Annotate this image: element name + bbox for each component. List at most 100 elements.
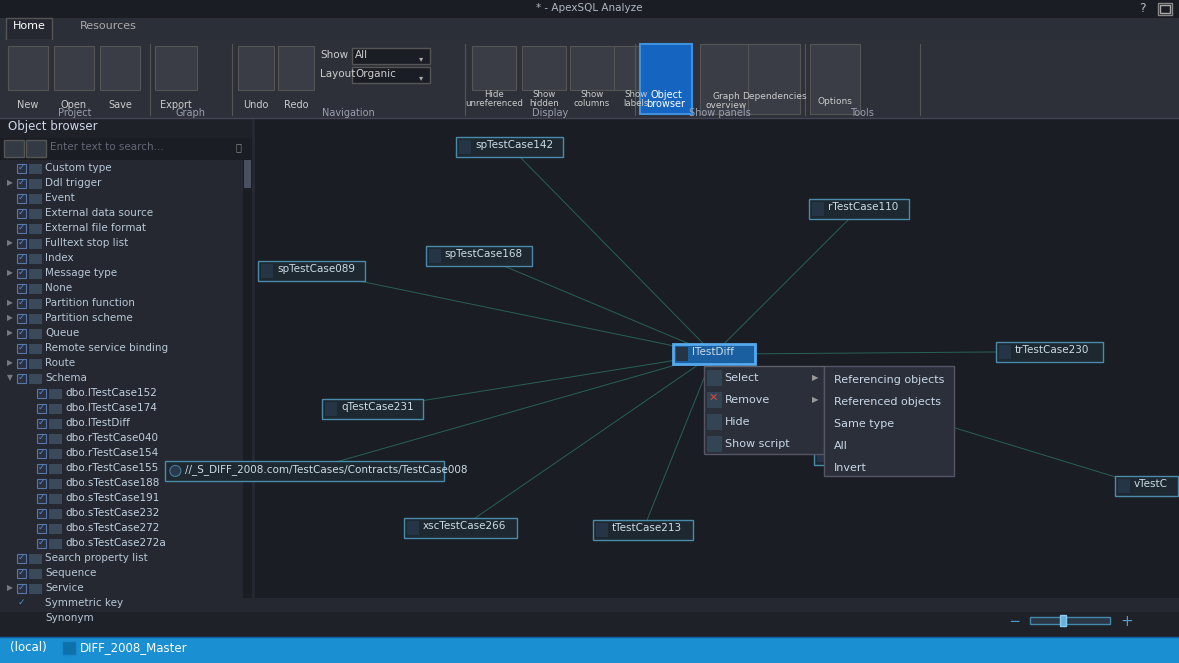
Text: New: New: [18, 100, 39, 110]
Bar: [407, 521, 420, 535]
Bar: [597, 522, 608, 536]
Bar: [29, 164, 42, 174]
Bar: [17, 314, 26, 323]
Text: Object: Object: [650, 90, 681, 100]
Bar: [322, 398, 423, 418]
Bar: [1115, 477, 1178, 497]
Text: ✓: ✓: [18, 313, 26, 322]
Bar: [325, 402, 337, 416]
Text: Referenced objects: Referenced objects: [834, 397, 941, 407]
Text: dbo.rTestCase040: dbo.rTestCase040: [65, 433, 158, 443]
Bar: [252, 623, 1179, 637]
Bar: [29, 179, 42, 189]
Bar: [37, 539, 46, 548]
Text: columns: columns: [574, 99, 610, 108]
Bar: [17, 554, 26, 563]
Bar: [29, 284, 42, 294]
Bar: [29, 584, 42, 594]
Text: ✓: ✓: [18, 598, 26, 607]
Bar: [29, 359, 42, 369]
Text: spTestCase142: spTestCase142: [475, 139, 553, 150]
Text: dbo.sTestCase272a: dbo.sTestCase272a: [65, 538, 166, 548]
Text: dbo.sTestCase188: dbo.sTestCase188: [65, 478, 159, 488]
Bar: [17, 269, 26, 278]
Text: ✓: ✓: [18, 253, 26, 262]
Text: ▶: ▶: [7, 268, 13, 277]
Bar: [6, 18, 52, 40]
Text: Index: Index: [45, 253, 73, 263]
Text: ▾: ▾: [419, 73, 423, 82]
Text: None: None: [45, 283, 72, 293]
Text: ✓: ✓: [18, 283, 26, 292]
Text: Sequence: Sequence: [45, 568, 97, 578]
Bar: [999, 345, 1010, 359]
Bar: [747, 44, 801, 114]
Bar: [1030, 617, 1109, 624]
Bar: [353, 48, 430, 64]
Bar: [17, 299, 26, 308]
Text: Route: Route: [45, 358, 75, 368]
Text: dbo.rTestCase155: dbo.rTestCase155: [65, 463, 158, 473]
Text: vTestC: vTestC: [1134, 479, 1168, 489]
Text: trTestCase230: trTestCase230: [1015, 345, 1089, 355]
Bar: [252, 118, 1179, 637]
Bar: [29, 554, 42, 564]
Text: ▶: ▶: [811, 395, 818, 404]
Bar: [278, 46, 314, 90]
Text: Queue: Queue: [45, 328, 79, 338]
Bar: [17, 344, 26, 353]
Bar: [569, 46, 614, 90]
Text: dbo.ITestDiff: dbo.ITestDiff: [65, 418, 130, 428]
Bar: [17, 194, 26, 203]
Bar: [37, 434, 46, 443]
Text: fTestCase268: fTestCase268: [832, 448, 902, 458]
Text: Show: Show: [320, 50, 348, 60]
Bar: [456, 137, 564, 156]
Bar: [50, 509, 62, 519]
Bar: [817, 448, 829, 462]
Bar: [700, 44, 752, 114]
Bar: [17, 614, 26, 623]
Bar: [1060, 615, 1066, 626]
Text: Open: Open: [61, 100, 87, 110]
Bar: [17, 359, 26, 368]
Text: Show script: Show script: [725, 439, 789, 449]
Text: ▶: ▶: [7, 358, 13, 367]
Text: DIFF_2008_Master: DIFF_2008_Master: [80, 641, 187, 654]
Text: Layout: Layout: [320, 69, 355, 79]
Bar: [100, 46, 140, 90]
Bar: [29, 329, 42, 339]
Text: spTestCase089: spTestCase089: [277, 264, 355, 274]
Text: ✓: ✓: [18, 208, 26, 217]
Text: dbo.sTestCase191: dbo.sTestCase191: [65, 493, 159, 503]
Text: Show: Show: [580, 90, 604, 99]
Text: Search property list: Search property list: [45, 553, 147, 563]
Bar: [29, 269, 42, 279]
Bar: [252, 118, 255, 637]
Bar: [29, 569, 42, 579]
Bar: [37, 464, 46, 473]
Text: ✓: ✓: [38, 403, 46, 412]
Text: Display: Display: [532, 108, 568, 118]
Bar: [640, 44, 692, 114]
Bar: [50, 419, 62, 429]
Bar: [812, 202, 824, 216]
Bar: [17, 224, 26, 233]
Text: qTestCase231: qTestCase231: [341, 402, 414, 412]
Text: Event: Event: [45, 193, 74, 203]
Bar: [353, 67, 430, 83]
Bar: [1160, 5, 1170, 13]
Bar: [37, 449, 46, 458]
Text: ✓: ✓: [38, 478, 46, 487]
Bar: [29, 239, 42, 249]
Text: 🔍: 🔍: [236, 142, 242, 152]
Bar: [0, 598, 1179, 612]
Text: Symmetric key: Symmetric key: [45, 598, 123, 608]
Text: ▶: ▶: [7, 178, 13, 187]
Text: Graph: Graph: [176, 108, 206, 118]
Bar: [29, 254, 42, 264]
Bar: [8, 46, 48, 90]
Text: unreferenced: unreferenced: [465, 99, 523, 108]
Text: ✓: ✓: [18, 163, 26, 172]
Bar: [37, 494, 46, 503]
